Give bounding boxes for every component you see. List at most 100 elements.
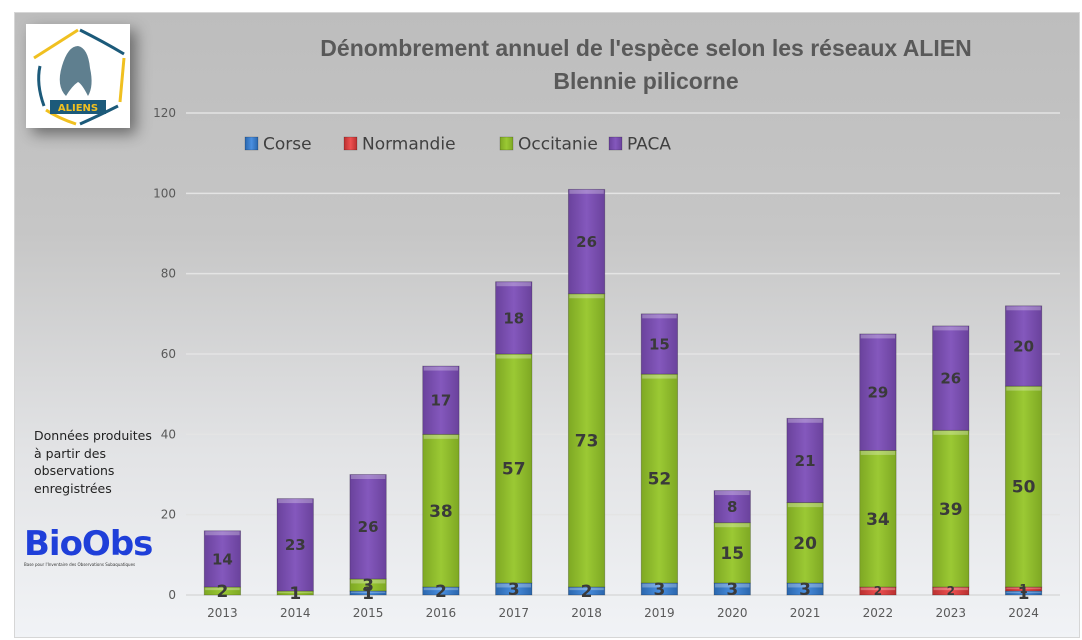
y-axis: 0 20 40 60 80 100 120 [153,106,176,602]
y-tick-label: 20 [161,508,176,522]
bar-highlight [205,531,240,536]
bar-occitanie-2016 [422,433,460,588]
chart-title: Dénombrement annuel de l'espèce selon le… [320,35,971,61]
x-tick-label: 2017 [498,606,529,620]
y-tick-label: 0 [168,588,176,602]
data-label: 1 [289,584,301,604]
aliens-logo-icon: ALIENS [33,28,126,126]
bar-highlight [423,434,459,439]
legend-label: PACA [627,135,671,155]
bar-highlight [1006,306,1041,311]
bar-highlight [860,450,896,455]
data-label: 3 [653,580,665,600]
bar-highlight [1006,587,1041,589]
y-tick-label: 60 [161,347,176,361]
y-tick-label: 80 [161,267,176,281]
bar-paca-2021 [786,417,824,504]
data-label: 2 [435,582,447,602]
x-tick-label: 2019 [644,606,675,620]
bar-highlight [933,430,968,435]
bar-occitanie-2018 [567,293,606,588]
y-tick-label: 40 [161,427,176,441]
x-tick-label: 2023 [935,606,966,620]
bar-highlight [350,579,386,584]
bar-highlight [642,583,677,588]
data-label: 1 [1018,584,1030,604]
data-label: 52 [648,470,672,490]
legend-item-paca: PACA [608,135,671,155]
bar-highlight [423,587,459,591]
bar-occitanie-2021 [786,502,824,584]
x-tick-label: 2014 [280,606,311,620]
biobs-logo: BioObs Base pour l'Inventaire des Observ… [24,526,156,576]
data-label: 26 [358,518,379,536]
chart-frame [14,12,1080,638]
y-tick-label: 120 [153,106,176,120]
data-label: 20 [793,534,817,554]
data-label: 39 [939,500,963,520]
legend-swatch [499,136,514,151]
chart-subtitle: Blennie pilicorne [553,68,738,94]
data-label: 17 [430,392,451,410]
gridlines [186,112,1060,596]
x-tick-label: 2020 [717,606,748,620]
data-label: 2 [216,582,228,602]
data-label: 3 [362,576,374,596]
data-label: 23 [285,536,306,554]
x-tick-label: 2015 [353,606,384,620]
data-label: 34 [866,510,890,530]
data-label: 73 [575,431,599,451]
legend-label: Corse [263,135,312,155]
bar-highlight [496,282,531,287]
bar-paca-2016 [422,365,460,435]
bar-paca-2013 [203,530,242,588]
bars: 2141231326238173571827326352153158320212… [203,188,1043,604]
bar-highlight [933,587,968,591]
x-tick-label: 2022 [863,606,894,620]
legend-item-occitanie: Occitanie [499,135,598,155]
bar-paca-2014 [276,498,314,592]
bar-highlight [860,587,896,591]
logo-label: ALIENS [58,103,98,114]
legend: Corse Normandie Occitanie PACA [244,135,671,155]
data-label: 2 [874,584,882,598]
x-tick-label: 2018 [571,606,602,620]
legend-item-corse: Corse [244,135,312,155]
data-label: 15 [649,335,670,353]
bar-highlight [787,503,823,508]
data-label: 21 [795,452,816,470]
bar-highlight [350,591,386,593]
data-label: 3 [799,580,811,600]
legend-item-normandie: Normandie [343,135,456,155]
data-label: 1 [362,584,374,604]
bar-paca-2022 [859,333,897,451]
y-tick-label: 100 [153,186,176,200]
biobs-subtitle: Base pour l'Inventaire des Observations … [24,562,136,567]
legend-swatch [608,136,623,151]
data-label: 15 [720,544,744,564]
bar-highlight [496,583,531,588]
legend-label: Occitanie [518,135,598,155]
bar-occitanie-2022 [859,449,897,588]
bar-occitanie-2017 [495,353,533,584]
bar-highlight [642,314,677,319]
bar-paca-2024 [1004,305,1043,387]
bar-occitanie-2020 [713,522,751,584]
data-label: 20 [1013,337,1034,355]
bar-highlight [715,523,750,528]
bar-highlight [496,354,531,359]
x-tick-label: 2016 [426,606,457,620]
bar-paca-2020 [713,490,751,524]
data-label: 14 [212,550,233,568]
data-label: 38 [429,502,453,522]
data-label: 8 [727,498,737,516]
data-label: 50 [1012,478,1036,498]
data-label: 26 [940,370,961,388]
bar-highlight [1006,591,1041,593]
bar-highlight [715,583,750,588]
bar-highlight [933,326,968,331]
data-label: 1 [1019,582,1027,596]
bar-paca-2019 [640,313,679,375]
source-note: Données produites à partir des observati… [34,428,152,496]
